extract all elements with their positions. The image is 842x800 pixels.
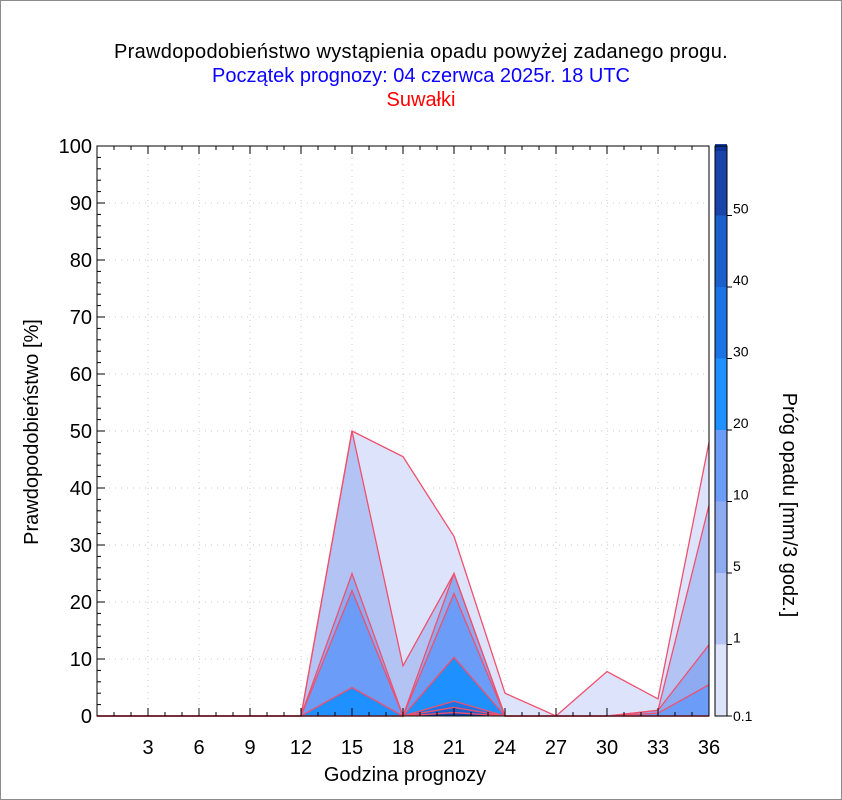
x-tick-label: 15 [341, 737, 363, 759]
colorbar-segment [715, 430, 727, 502]
y-tick-label: 70 [70, 307, 92, 329]
colorbar-tick-label: 40 [733, 272, 749, 288]
plot-areas [97, 431, 709, 716]
y-axis-title: Prawdopodobieństwo [%] [21, 319, 43, 545]
y-tick-label: 60 [70, 364, 92, 386]
colorbar: 0.1 1 5 10 20 30 40 50 [714, 144, 753, 724]
x-tick-label: 30 [596, 737, 618, 759]
x-tick-label: 6 [193, 737, 204, 759]
y-tick-label: 50 [70, 421, 92, 443]
y-tick-label: 80 [70, 250, 92, 272]
y-tick-label: 30 [70, 535, 92, 557]
colorbar-segment [715, 501, 727, 573]
area-threshold-0_1 [97, 431, 709, 716]
y-tick-label: 100 [59, 136, 92, 158]
x-tick-label: 9 [244, 737, 255, 759]
colorbar-segment [715, 215, 727, 287]
colorbar-tick-label: 30 [733, 344, 749, 360]
axis-ticks: 3 6 9 12 15 18 21 24 27 30 33 360102030405060708090… [59, 136, 721, 759]
colorbar-segment [715, 358, 727, 430]
colorbar-cap [715, 146, 727, 151]
colorbar-tick-label: 1 [733, 630, 741, 646]
y-tick-label: 10 [70, 649, 92, 671]
colorbar-tick-label: 10 [733, 487, 749, 503]
x-tick-label: 36 [698, 737, 720, 759]
y-tick-label: 0 [81, 706, 92, 728]
y-tick-label: 20 [70, 592, 92, 614]
chart-title: Prawdopodobieństwo wystąpienia opadu pow… [114, 41, 728, 63]
colorbar-title: Próg opadu [mm/3 godz.] [778, 393, 800, 618]
chart-titles: Prawdopodobieństwo wystąpienia opadu pow… [0, 40, 842, 112]
x-tick-label: 3 [142, 737, 153, 759]
colorbar-segment [715, 287, 727, 359]
x-tick-label: 18 [392, 737, 414, 759]
chart-location: Suwałki [386, 89, 456, 111]
chart-subtitle: Początek prognozy: 04 czerwca 2025r. 18 … [212, 65, 630, 87]
colorbar-segment [715, 144, 727, 216]
colorbar-tick-label: 50 [733, 201, 749, 217]
colorbar-tick-label: 5 [733, 558, 741, 574]
colorbar-tick-label: 0.1 [733, 708, 753, 724]
x-tick-label: 21 [443, 737, 465, 759]
x-tick-label: 33 [647, 737, 669, 759]
y-tick-label: 90 [70, 193, 92, 215]
y-tick-label: 40 [70, 478, 92, 500]
colorbar-segment [715, 644, 727, 716]
x-tick-label: 24 [494, 737, 516, 759]
colorbar-segment [715, 573, 727, 645]
x-axis-title: Godzina prognozy [324, 764, 486, 786]
x-tick-label: 12 [290, 737, 312, 759]
colorbar-tick-label: 20 [733, 415, 749, 431]
x-tick-label: 27 [545, 737, 567, 759]
colorbar-border [714, 145, 728, 717]
